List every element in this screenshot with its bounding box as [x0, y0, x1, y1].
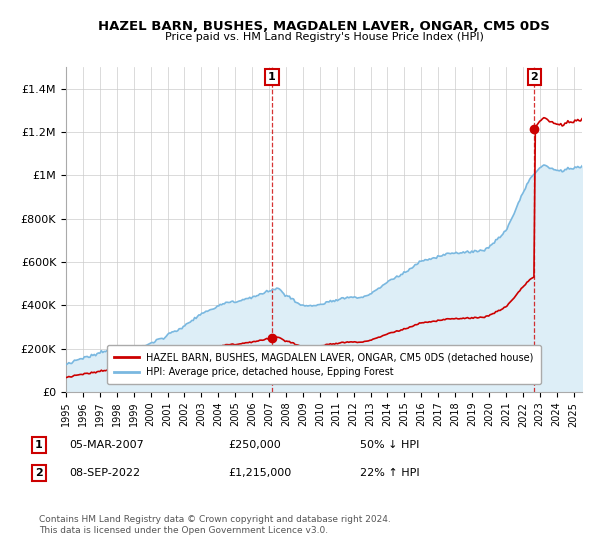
Text: 2: 2: [530, 72, 538, 82]
Text: 1: 1: [35, 440, 43, 450]
Text: 50% ↓ HPI: 50% ↓ HPI: [360, 440, 419, 450]
Text: 05-MAR-2007: 05-MAR-2007: [69, 440, 144, 450]
Text: 08-SEP-2022: 08-SEP-2022: [69, 468, 140, 478]
Text: £250,000: £250,000: [228, 440, 281, 450]
Text: HAZEL BARN, BUSHES, MAGDALEN LAVER, ONGAR, CM5 0DS: HAZEL BARN, BUSHES, MAGDALEN LAVER, ONGA…: [98, 20, 550, 32]
Text: Contains HM Land Registry data © Crown copyright and database right 2024.
This d: Contains HM Land Registry data © Crown c…: [39, 515, 391, 535]
Text: 2: 2: [35, 468, 43, 478]
Text: £1,215,000: £1,215,000: [228, 468, 291, 478]
Legend: HAZEL BARN, BUSHES, MAGDALEN LAVER, ONGAR, CM5 0DS (detached house), HPI: Averag: HAZEL BARN, BUSHES, MAGDALEN LAVER, ONGA…: [107, 346, 541, 384]
Text: Price paid vs. HM Land Registry's House Price Index (HPI): Price paid vs. HM Land Registry's House …: [164, 32, 484, 43]
Text: 22% ↑ HPI: 22% ↑ HPI: [360, 468, 419, 478]
Text: 1: 1: [268, 72, 276, 82]
